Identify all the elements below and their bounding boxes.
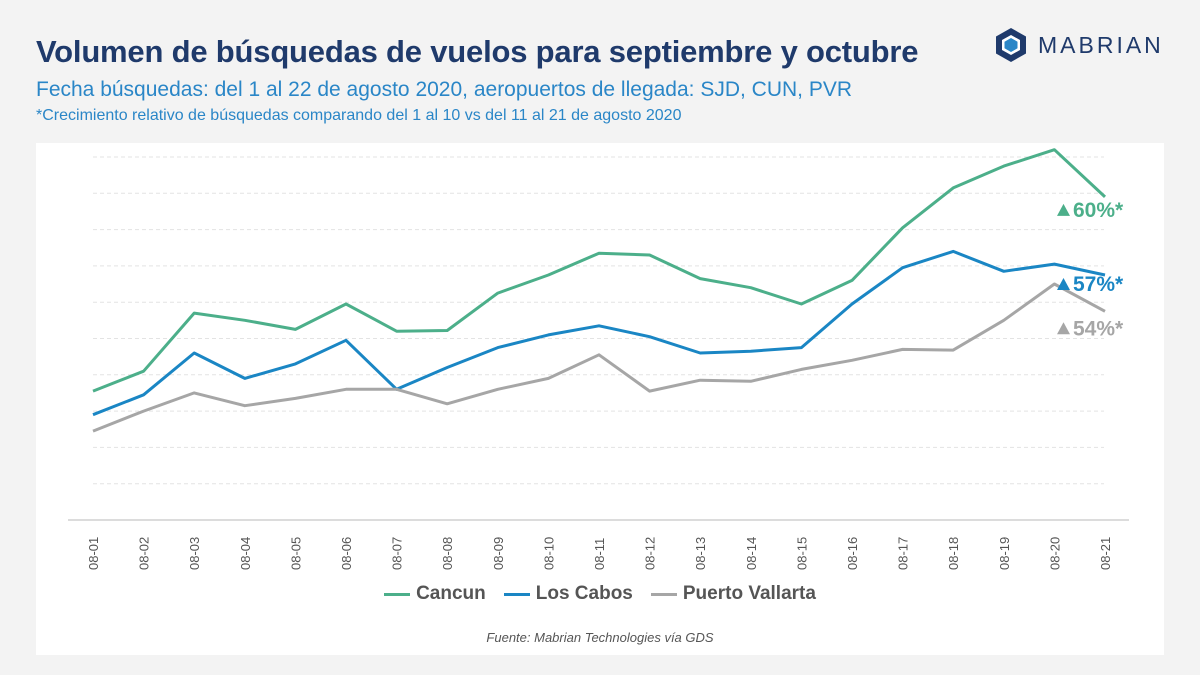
legend-item: Cancun [384,583,486,605]
x-tick-label: 08-09 [491,537,506,570]
series-lines [92,148,1107,433]
x-tick-label: 08-16 [845,537,860,570]
x-tick-label: 08-07 [390,537,405,570]
growth-annotations: 60%* 57%* 54%* [1057,199,1124,340]
growth-annotation-label: 60%* [1073,199,1124,222]
x-tick-label: 08-08 [440,537,455,570]
legend-item: Los Cabos [503,583,633,605]
x-tick-label: 08-19 [997,537,1012,570]
legend-label: Los Cabos [535,583,633,604]
chart-panel: 08-01 08-02 08-03 08-04 08-05 08-06 08-07 08-08… [36,143,1164,655]
x-tick-label: 08-05 [288,537,303,570]
brand-name: MABRIAN [1038,31,1164,58]
x-tick-label: 08-10 [541,537,556,570]
series-line-puerto-vallarta [92,282,1106,433]
growth-up-arrow-icon [1057,322,1070,335]
grid-lines [68,156,1129,521]
series-line-cancun [92,148,1107,393]
x-tick-label: 08-14 [744,537,759,570]
legend-swatch [503,592,530,596]
x-tick-label: 08-11 [592,538,607,570]
x-tick-label: 08-12 [643,537,658,570]
x-tick-label: 08-04 [238,537,253,570]
source-note: Fuente: Mabrian Technologies vía GDS [486,630,714,645]
hexagon-logo-icon [996,28,1026,62]
x-tick-label: 08-21 [1098,537,1113,570]
legend-label: Cancun [416,583,486,604]
chart-legend: Cancun Los Cabos Puerto Vallarta [36,583,1164,605]
series-line-los-cabos [92,249,1106,417]
chart-title: Volumen de búsquedas de vuelos para sept… [36,34,919,69]
x-tick-label: 08-02 [137,537,152,570]
legend-swatch [384,592,411,596]
chart-subtitle: Fecha búsquedas: del 1 al 22 de agosto 2… [36,78,853,101]
brand-logo: MABRIAN [994,27,1164,63]
x-tick-label: 08-01 [86,537,101,570]
legend-swatch [650,592,677,596]
x-axis-ticks: 08-01 08-02 08-03 08-04 08-05 08-06 08-07 08-08… [86,537,1113,570]
x-tick-label: 08-03 [187,537,202,570]
x-tick-label: 08-06 [339,537,354,570]
x-tick-label: 08-18 [946,537,961,570]
x-tick-label: 08-13 [693,537,708,570]
growth-annotation-label: 57%* [1073,273,1124,296]
line-chart: 08-01 08-02 08-03 08-04 08-05 08-06 08-07 08-08… [68,148,1129,570]
growth-annotation-label: 54%* [1073,317,1124,340]
growth-up-arrow-icon [1057,203,1070,216]
legend-label: Puerto Vallarta [682,583,816,604]
chart-note: *Crecimiento relativo de búsquedas compa… [36,107,682,124]
x-tick-label: 08-20 [1047,537,1062,570]
growth-up-arrow-icon [1057,277,1070,290]
x-tick-label: 08-17 [896,537,911,570]
legend-item: Puerto Vallarta [650,583,816,605]
x-tick-label: 08-15 [794,537,809,570]
